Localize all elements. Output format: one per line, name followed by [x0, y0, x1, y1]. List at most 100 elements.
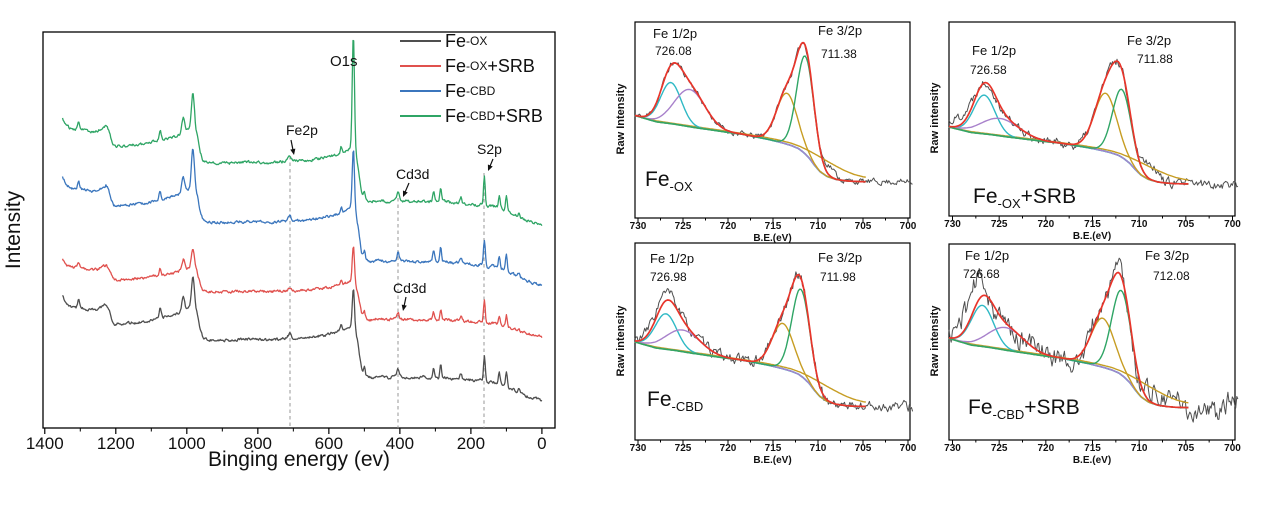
peak-label-fe32p: Fe 3/2p: [1127, 33, 1172, 48]
x-tick-label: 720: [719, 221, 737, 232]
survey-plot-area: [42, 31, 556, 434]
x-tick-label: 730: [629, 221, 647, 232]
annotation-fe2p: Fe2p: [286, 122, 318, 138]
legend-label: +SRB: [487, 55, 535, 76]
fe2p-y-axis-label: Raw intensity: [615, 305, 627, 376]
peak-label-fe12p: Fe 1/2p: [650, 251, 695, 266]
x-tick-label: 705: [1177, 219, 1195, 230]
annotation-cd3d: Cd3d: [396, 166, 430, 182]
x-tick-label: 600: [314, 434, 344, 453]
legend-label: Fe: [445, 30, 467, 51]
x-tick-label: 730: [944, 443, 961, 454]
fe2p-panel-fecbd-srb: Raw intensity B.E.(eV) Fe 1/2p 726.68 Fe…: [929, 243, 1241, 466]
x-tick-label: 710: [1130, 219, 1148, 230]
sample-label: Fe-CBD: [647, 388, 704, 415]
legend-label: -CBD: [466, 109, 496, 123]
sample-label: Fe-OX: [645, 168, 693, 195]
legend-label: -OX: [466, 59, 488, 73]
x-tick-label: 715: [1084, 219, 1101, 230]
survey-y-axis-label: Intensity: [2, 190, 25, 270]
annotation-arrowhead: [402, 190, 408, 197]
fe2p-x-axis-label: B.E.(eV): [753, 233, 792, 244]
fe2p-plot-area: [634, 21, 913, 223]
x-tick-label: 715: [1084, 443, 1101, 454]
x-tick-label: 700: [1224, 219, 1241, 230]
survey-frame: [42, 31, 556, 429]
fe2p-panel-feox-srb: Raw intensity B.E.(eV) Fe 1/2p 726.58 Fe…: [929, 21, 1241, 242]
legend-swatch: [400, 65, 441, 67]
fe2p-y-axis-label: Raw intensity: [929, 82, 941, 154]
fe2p-panel-fecbd: Raw intensity B.E.(eV) Fe 1/2p 726.98 Fe…: [615, 242, 916, 466]
x-tick-label: 200: [456, 434, 486, 453]
peak-value-fe32p: 711.38: [821, 47, 857, 61]
legend-swatch: [400, 115, 441, 117]
legend-label: Fe: [445, 80, 467, 101]
peak-label-fe12p: Fe 1/2p: [653, 26, 698, 41]
fe2p-x-axis-label: B.E.(eV): [1072, 455, 1112, 466]
x-tick-label: 1000: [167, 434, 206, 453]
legend-label: Fe: [445, 55, 467, 76]
legend-label: -CBD: [466, 84, 496, 98]
legend-swatch: [400, 40, 441, 42]
legend-label: -OX: [466, 34, 488, 48]
peak-label-fe32p: Fe 3/2p: [818, 23, 863, 38]
x-tick-label: 725: [674, 221, 692, 232]
x-tick-label: 1200: [96, 434, 135, 453]
legend-item-Fe-CBD: Fe -CBD: [400, 79, 495, 103]
legend-label: +SRB: [495, 105, 543, 126]
peak-value-fe12p: 726.58: [970, 63, 1007, 77]
x-tick-label: 0: [537, 434, 547, 453]
annotation-arrowhead: [290, 148, 296, 155]
x-tick-label: 725: [990, 219, 1008, 230]
fe2p-background-cyan: [948, 126, 1189, 185]
fe2p-envelope-fit: [948, 271, 1189, 409]
x-tick-label: 705: [854, 221, 872, 232]
x-tick-label: 705: [854, 443, 872, 454]
x-tick-label: 700: [899, 443, 917, 454]
peak-label-fe32p: Fe 3/2p: [818, 250, 863, 265]
fe2p-y-axis-label: Raw intensity: [929, 305, 941, 377]
x-tick-label: 725: [674, 443, 692, 454]
x-tick-label: 710: [809, 443, 827, 454]
x-tick-label: 720: [719, 443, 737, 454]
annotation-arrowhead: [401, 304, 407, 311]
peak-label-fe32p: Fe 3/2p: [1145, 248, 1190, 263]
survey-chart: Intensity Binging energy (ev) 1400 1200 10…: [0, 0, 612, 515]
x-tick-label: 730: [944, 219, 961, 230]
sample-label: Fe-CBD+SRB: [968, 396, 1080, 423]
fe2p-x-axis-label: B.E.(eV): [1072, 231, 1112, 242]
survey-trace-Fe-OX: [61, 276, 543, 402]
legend-item-Fe-OX+SRB: Fe -OX +SRB: [400, 54, 535, 78]
fe2p-background-gold: [948, 126, 1189, 181]
fe2p-y-axis-label: Raw Intensity: [615, 83, 627, 155]
peak-value-fe12p: 726.68: [963, 267, 1000, 281]
legend-item-Fe-CBD+SRB: Fe -CBD +SRB: [400, 104, 543, 128]
x-tick-label: 715: [764, 221, 782, 232]
fe2p-plot-area: [634, 242, 914, 445]
x-tick-label: 700: [1224, 443, 1241, 454]
fe2p-envelope-fit: [634, 41, 866, 183]
x-tick-label: 725: [990, 443, 1008, 454]
x-tick-label: 800: [243, 434, 273, 453]
fe2p-component-purple: [948, 117, 1189, 185]
peak-label-fe12p: Fe 1/2p: [972, 43, 1017, 58]
sample-label: Fe-OX+SRB: [973, 185, 1077, 212]
peak-value-fe12p: 726.08: [655, 44, 692, 58]
legend-label: Fe: [445, 105, 467, 126]
annotation-s2p: S2p: [477, 141, 502, 157]
annotation-o1s: O1s: [330, 53, 358, 70]
x-tick-label: 710: [809, 221, 827, 232]
x-tick-label: 730: [629, 443, 647, 454]
x-tick-label: 715: [764, 443, 782, 454]
x-tick-label: 400: [385, 434, 415, 453]
fe2p-envelope-fit: [634, 273, 866, 408]
survey-trace-Fe-CBD: [61, 148, 543, 287]
x-tick-label: 700: [899, 221, 917, 232]
annotation-arrowhead: [487, 164, 493, 171]
peak-label-fe12p: Fe 1/2p: [965, 248, 1010, 263]
legend-swatch: [400, 90, 441, 92]
x-tick-label: 720: [1037, 443, 1055, 454]
fe2p-envelope-fit: [948, 60, 1189, 185]
x-tick-label: 705: [1177, 443, 1195, 454]
